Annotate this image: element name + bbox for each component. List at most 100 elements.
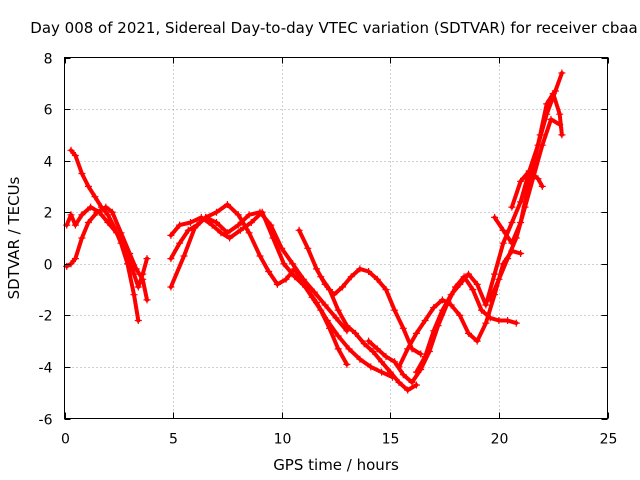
data-point (491, 270, 499, 278)
data-point (278, 244, 286, 252)
series-arc-6 (167, 208, 351, 335)
data-point (323, 317, 331, 324)
data-point (310, 288, 318, 296)
data-point (236, 226, 244, 234)
data-point (289, 260, 297, 268)
x-tick-label: 15 (382, 432, 400, 448)
data-point (391, 358, 399, 366)
data-point (167, 231, 175, 239)
data-point (491, 213, 499, 221)
data-point (265, 268, 273, 275)
data-point (473, 337, 481, 345)
x-tick-label: 0 (61, 432, 70, 448)
y-tick-label: 4 (44, 155, 53, 171)
data-point (78, 211, 86, 219)
data-point (87, 203, 95, 211)
data-point (282, 275, 290, 283)
data-point (412, 368, 420, 376)
data-point (465, 329, 472, 337)
data-point (117, 229, 125, 237)
data-point (93, 208, 101, 216)
data-point (71, 255, 79, 263)
data-point (67, 146, 75, 154)
data-point (352, 329, 359, 337)
data-point (234, 211, 242, 219)
data-point (412, 329, 420, 337)
data-point (104, 211, 112, 219)
data-point (512, 319, 520, 327)
data-point (495, 317, 503, 324)
data-point (547, 115, 555, 123)
data-point (176, 239, 184, 247)
chart-title: Day 008 of 2021, Sidereal Day-to-day VTE… (30, 19, 637, 37)
data-point (124, 260, 131, 268)
data-point (202, 213, 210, 221)
data-point (134, 283, 142, 291)
data-point (256, 208, 264, 216)
data-point (321, 301, 329, 309)
data-point (386, 368, 394, 376)
data-point (191, 224, 199, 232)
data-point (399, 371, 407, 379)
data-point (473, 280, 481, 288)
data-point (130, 291, 138, 299)
data-point (421, 353, 429, 361)
data-point (143, 296, 151, 304)
data-point (373, 345, 381, 353)
data-point (408, 378, 416, 386)
data-point (404, 345, 412, 353)
data-point (486, 296, 494, 304)
data-point (438, 306, 446, 314)
data-point (512, 234, 520, 242)
data-point (525, 167, 533, 175)
y-tick-label: 8 (44, 52, 53, 68)
data-point (430, 327, 438, 335)
y-tick-label: 2 (44, 206, 53, 222)
data-point (134, 317, 142, 324)
data-point (167, 283, 175, 291)
data-point (556, 110, 564, 118)
data-point (256, 252, 264, 260)
plot-frame (64, 57, 608, 419)
data-point (84, 182, 92, 190)
data-point (295, 226, 303, 234)
data-point (508, 203, 516, 211)
data-point (304, 244, 312, 252)
data-point (369, 348, 377, 355)
data-point (465, 270, 472, 278)
data-point (217, 229, 225, 237)
x-tick-label: 20 (491, 432, 509, 448)
data-point (176, 221, 184, 229)
data-layer (63, 69, 566, 394)
data-point (313, 299, 320, 306)
data-point (139, 275, 147, 283)
data-point (78, 234, 86, 242)
data-point (326, 286, 333, 294)
data-point (517, 177, 525, 185)
data-point (317, 273, 325, 281)
data-point (504, 255, 512, 263)
data-point (438, 296, 446, 304)
data-point (499, 239, 507, 247)
data-point (187, 219, 194, 226)
data-point (365, 268, 373, 275)
data-point (456, 280, 464, 288)
y-tick-label: 6 (44, 103, 53, 119)
data-point (417, 350, 425, 358)
data-point (226, 234, 234, 242)
x-tick-label: 5 (169, 432, 178, 448)
data-point (399, 324, 407, 332)
data-point (373, 275, 381, 283)
data-point (167, 255, 175, 263)
data-point (378, 368, 386, 376)
data-point (456, 311, 464, 319)
data-point (67, 211, 75, 219)
data-point (71, 221, 79, 229)
data-point (395, 378, 403, 386)
data-point (84, 219, 92, 226)
data-point (280, 260, 288, 268)
data-point (517, 250, 525, 257)
data-point (347, 273, 355, 281)
series-arc-5 (167, 208, 396, 381)
